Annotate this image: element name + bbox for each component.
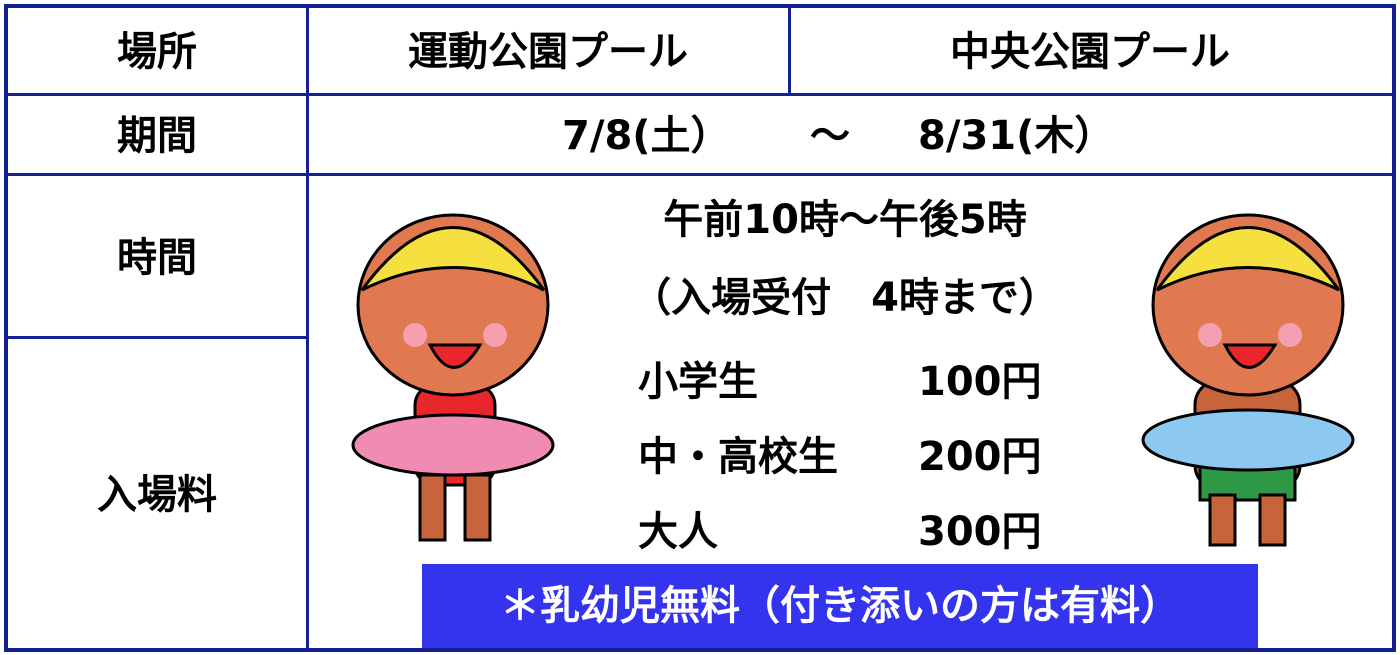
fee-price: 200円 (918, 434, 1042, 480)
fee-name: 大人 (638, 509, 718, 555)
header-cell: 運動公園プール (408, 29, 688, 75)
note-box (422, 564, 1258, 648)
column-line (788, 4, 791, 95)
period-start: 7/8(土） (562, 113, 731, 159)
note: ＊乳幼児無料（付き添いの方は有料） (500, 583, 1180, 629)
fee-price: 300円 (918, 509, 1042, 555)
fee-name: 小学生 (638, 359, 758, 405)
hours-line: （入場受付 4時まで） (631, 275, 1059, 321)
period-end: 8/31(木） (918, 113, 1115, 159)
hours-line: 午前10時～午後5時 (663, 197, 1027, 243)
row-label: 時間 (117, 235, 197, 281)
row-label: 期間 (117, 113, 197, 159)
period-separator: ～ (810, 113, 850, 159)
row-line (4, 93, 1396, 96)
fee-name: 中・高校生 (638, 434, 838, 480)
girl-illustration (351, 213, 555, 542)
row-line (4, 173, 1396, 176)
header-cell: 場所 (117, 29, 197, 75)
row-line (4, 336, 308, 339)
column-line (306, 4, 309, 652)
row-label: 入場料 (97, 472, 217, 518)
header-cell: 中央公園プール (950, 29, 1230, 75)
fee-price: 100円 (918, 359, 1042, 405)
boy-illustration (1141, 213, 1355, 547)
table-frame (4, 4, 1396, 652)
